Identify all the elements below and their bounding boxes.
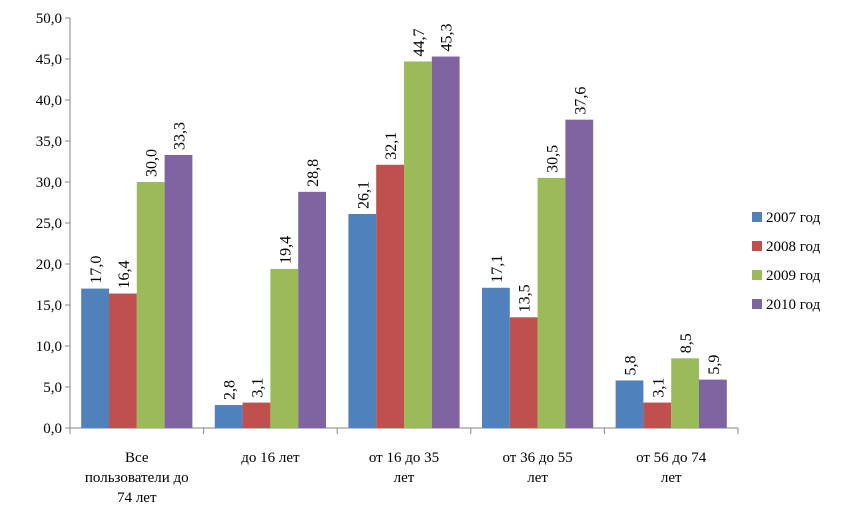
bar: [565, 119, 594, 429]
data-labels: 17,0 2,8 26,1 17,1 5,8 16,4 3,1 32,1 13,5 3,1 30,0…: [88, 24, 723, 401]
x-axis: Все пользователи до 74 лет до 16 лет от 16 д…: [69, 427, 739, 506]
y-tick-label: 40,0: [36, 93, 62, 109]
bar: [214, 405, 243, 428]
bars: [81, 56, 727, 429]
x-category-label-line: от 36 до 55: [502, 450, 572, 466]
bar: [164, 154, 193, 428]
data-label: 13,5: [517, 284, 534, 312]
data-label: 30,5: [545, 145, 562, 173]
bar: [482, 287, 510, 428]
x-category-label: от 36 до 55 лет: [502, 450, 572, 486]
data-label: 16,4: [116, 261, 133, 289]
y-tick-label: 5,0: [43, 380, 62, 396]
bar: [671, 358, 699, 428]
bar: [537, 177, 566, 428]
y-tick-label: 35,0: [36, 134, 62, 150]
x-category-label-line: Все: [125, 450, 149, 466]
data-label: 32,1: [383, 132, 400, 160]
bar: [643, 402, 672, 428]
x-category-label-line: лет: [527, 470, 548, 486]
x-category-label: от 16 до 35 лет: [369, 450, 439, 486]
legend: 2007 год 2008 год 2009 год 2010 год: [752, 210, 821, 313]
data-label: 33,3: [172, 122, 189, 150]
data-label: 17,1: [489, 255, 506, 283]
x-category-label: от 56 до 74 лет: [636, 450, 707, 486]
data-label: 17,0: [88, 256, 105, 284]
y-tick-label: 15,0: [36, 298, 62, 314]
x-category-label-line: лет: [661, 470, 682, 486]
y-axis: 0,0 5,0 10,0 15,0 20,0 25,0 30,0 35,0 40,0 45,0 50…: [36, 11, 71, 437]
bar: [376, 164, 404, 428]
y-tick-label: 50,0: [36, 11, 62, 27]
x-category-label-line: до 16 лет: [241, 450, 300, 466]
x-category-label: до 16 лет: [241, 450, 300, 466]
bar: [699, 379, 727, 428]
data-label: 8,5: [678, 333, 695, 353]
legend-label: 2010 год: [766, 297, 821, 313]
data-label: 26,1: [355, 181, 372, 209]
bar: [404, 61, 432, 429]
data-label: 19,4: [277, 236, 294, 264]
data-label: 44,7: [411, 28, 428, 56]
data-label: 28,8: [305, 159, 322, 187]
bar: [348, 213, 377, 428]
legend-swatch: [752, 241, 762, 251]
legend-swatch: [752, 212, 762, 222]
legend-label: 2007 год: [766, 210, 821, 226]
bar: [509, 317, 538, 428]
bar: [615, 380, 644, 428]
data-label: 30,0: [144, 149, 161, 177]
data-label: 3,1: [650, 378, 667, 398]
x-category-label: Все пользователи до 74 лет: [85, 450, 189, 506]
x-category-label-line: от 16 до 35: [369, 450, 439, 466]
x-category-label-line: пользователи до: [85, 470, 189, 486]
x-category-label-line: от 56 до 74: [636, 450, 707, 466]
bar: [298, 191, 326, 428]
x-category-label-line: 74 лет: [117, 490, 157, 506]
y-tick-label: 45,0: [36, 52, 62, 68]
data-label: 5,9: [706, 355, 723, 375]
legend-swatch: [752, 299, 762, 309]
data-label: 3,1: [250, 378, 267, 398]
bar: [81, 288, 109, 428]
y-tick-label: 20,0: [36, 257, 62, 273]
bar: [109, 293, 137, 428]
data-label: 37,6: [572, 87, 589, 115]
legend-label: 2008 год: [766, 239, 821, 255]
bar: [270, 268, 299, 428]
bar: [136, 182, 165, 428]
legend-swatch: [752, 270, 762, 280]
bar: [431, 56, 460, 428]
data-label: 5,8: [623, 355, 640, 375]
y-tick-label: 0,0: [43, 421, 62, 437]
y-tick-label: 25,0: [36, 216, 62, 232]
data-label: 2,8: [222, 380, 239, 400]
y-tick-label: 30,0: [36, 175, 62, 191]
data-label: 45,3: [439, 24, 456, 52]
x-category-label-line: лет: [394, 470, 415, 486]
legend-label: 2009 год: [766, 268, 821, 284]
bar: [242, 402, 271, 428]
y-tick-label: 10,0: [36, 339, 62, 355]
